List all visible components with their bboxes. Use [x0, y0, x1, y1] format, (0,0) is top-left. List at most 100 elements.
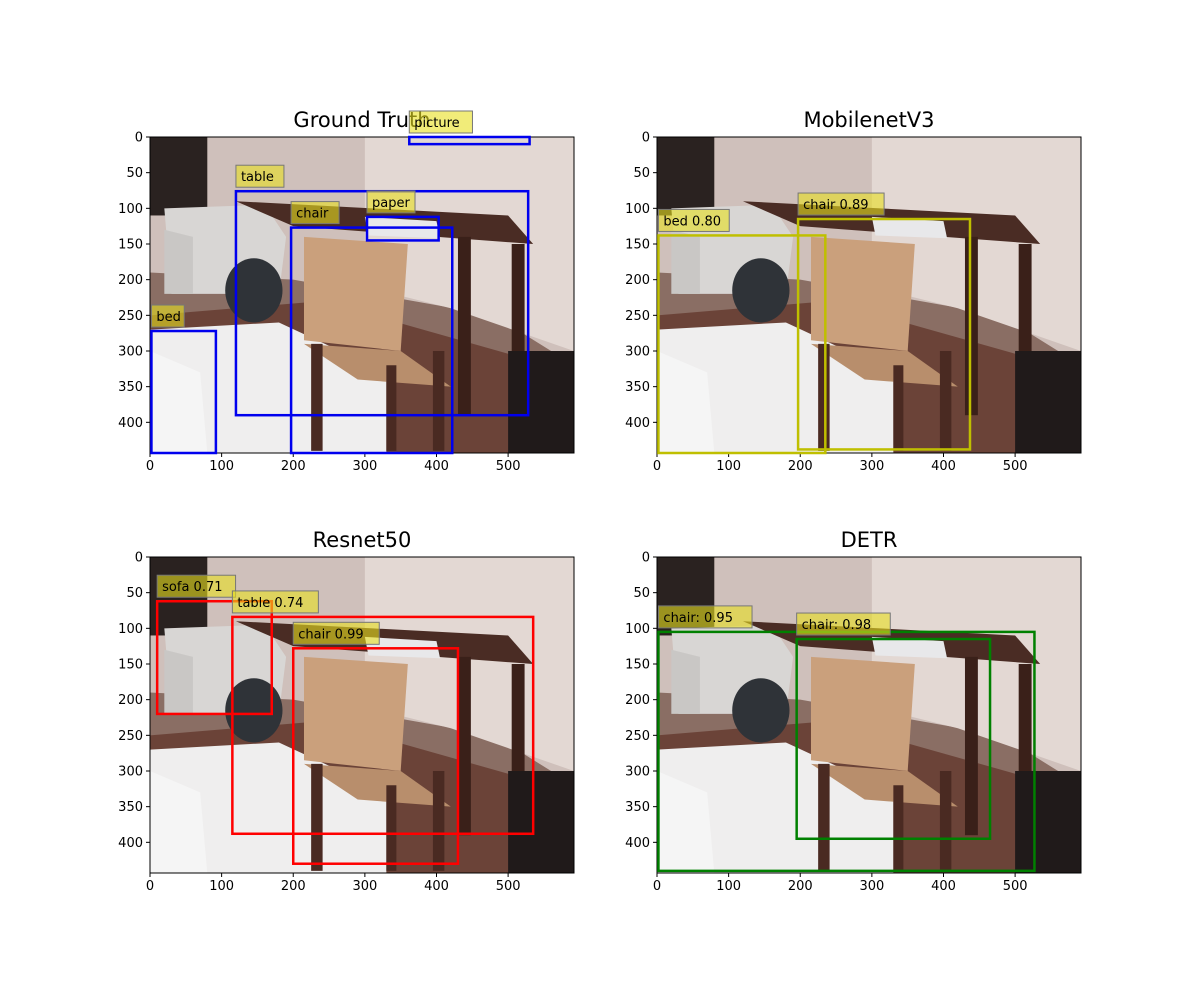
panel-2: 0 100 200 300 400 500 0 50 100 150 200 250 300 350 400… — [118, 551, 575, 894]
y-tick-label: 0 — [135, 551, 143, 566]
y-tick-label: 350 — [118, 380, 143, 395]
y-tick-label: 200 — [625, 273, 650, 288]
axes-frame — [656, 136, 1082, 454]
x-tick-label: 500 — [1003, 459, 1028, 474]
y-tick-label: 150 — [118, 237, 143, 252]
x-tick-label: 500 — [496, 459, 521, 474]
x-tick-label: 100 — [209, 459, 234, 474]
bounding-box — [289, 226, 454, 455]
x-tick-label: 100 — [716, 459, 741, 474]
y-tick-label: 350 — [625, 800, 650, 815]
x-tick-label: 200 — [281, 459, 306, 474]
scene-image — [657, 557, 1081, 873]
detection-label: chair 0.89 — [803, 198, 868, 213]
y-tick-label: 250 — [118, 309, 143, 324]
detection-label-box — [292, 621, 380, 645]
x-tick-label: 100 — [716, 879, 741, 894]
y-tick-label: 150 — [625, 237, 650, 252]
detection-label-box — [366, 190, 416, 214]
bounding-box — [150, 329, 218, 455]
y-tick-label: 250 — [118, 729, 143, 744]
y-tick-label: 400 — [625, 416, 650, 431]
x-tick-label: 0 — [146, 879, 154, 894]
detection-label: paper — [372, 196, 410, 211]
panel-title-detr: DETR — [840, 528, 898, 552]
y-tick-label: 150 — [625, 657, 650, 672]
bounding-box — [231, 615, 535, 836]
bounding-box — [408, 135, 531, 146]
panel-title-resnet50: Resnet50 — [312, 528, 412, 552]
x-tick-label: 400 — [931, 459, 956, 474]
detection-label-box — [408, 110, 473, 134]
y-tick-label: 400 — [625, 836, 650, 851]
y-tick-label: 50 — [126, 586, 143, 601]
axes-frame — [149, 556, 575, 874]
y-tick-label: 100 — [118, 202, 143, 217]
x-tick-label: 200 — [281, 879, 306, 894]
x-tick-label: 400 — [424, 459, 449, 474]
y-tick-label: 300 — [118, 764, 143, 779]
scene-image — [657, 137, 1081, 453]
y-tick-label: 300 — [625, 764, 650, 779]
detection-label: table — [241, 170, 274, 185]
y-tick-label: 350 — [118, 800, 143, 815]
panel-0: 0 100 200 300 400 500 0 50 100 150 200 250 300 350 400… — [118, 110, 575, 474]
detection-label: chair: 0.95 — [663, 611, 733, 626]
y-tick-label: 150 — [118, 657, 143, 672]
panel-3: 0 100 200 300 400 500 0 50 100 150 200 250 300 350 400… — [625, 551, 1082, 894]
detection-label-box — [150, 304, 185, 328]
y-tick-label: 250 — [625, 309, 650, 324]
y-tick-label: 50 — [126, 166, 143, 181]
detection-label-box — [796, 612, 891, 636]
detection-label: chair: 0.98 — [802, 618, 872, 633]
x-tick-label: 200 — [788, 459, 813, 474]
detection-label: bed — [156, 310, 181, 325]
detection-label-box — [231, 590, 319, 614]
panel-title-ground-truth: Ground Truth — [293, 108, 431, 132]
detection-label: sofa 0.71 — [162, 580, 222, 595]
panel-title-mobilenetv3: MobilenetV3 — [803, 108, 935, 132]
bounding-box — [796, 217, 972, 451]
x-tick-label: 300 — [859, 879, 884, 894]
detection-label-box — [657, 605, 753, 629]
detection-label-box — [290, 201, 340, 225]
x-tick-label: 300 — [352, 879, 377, 894]
y-tick-label: 0 — [642, 131, 650, 146]
y-tick-label: 350 — [625, 380, 650, 395]
y-tick-label: 200 — [118, 693, 143, 708]
scene-image — [150, 137, 574, 453]
x-tick-label: 0 — [653, 879, 661, 894]
x-tick-label: 500 — [496, 879, 521, 894]
bounding-box — [155, 599, 274, 716]
y-tick-label: 50 — [633, 586, 650, 601]
detection-label: chair 0.99 — [298, 627, 363, 642]
x-tick-label: 0 — [146, 459, 154, 474]
x-tick-label: 400 — [424, 879, 449, 894]
y-tick-label: 0 — [642, 551, 650, 566]
x-tick-label: 100 — [209, 879, 234, 894]
y-tick-label: 300 — [118, 344, 143, 359]
y-tick-label: 400 — [118, 416, 143, 431]
y-tick-label: 200 — [118, 273, 143, 288]
x-tick-label: 300 — [859, 459, 884, 474]
x-tick-label: 300 — [352, 459, 377, 474]
panels-layer: 0 100 200 300 400 500050100150200250300350400… — [118, 110, 1082, 894]
y-tick-label: 250 — [625, 729, 650, 744]
x-tick-label: 0 — [653, 459, 661, 474]
detection-label: chair — [296, 207, 329, 222]
x-tick-label: 200 — [788, 879, 813, 894]
detection-label-box — [657, 208, 730, 232]
detection-label: table 0.74 — [237, 596, 303, 611]
x-tick-label: 500 — [1003, 879, 1028, 894]
detection-label: picture — [414, 116, 459, 131]
y-tick-label: 400 — [118, 836, 143, 851]
y-tick-label: 100 — [625, 622, 650, 637]
detection-label: bed 0.80 — [663, 214, 721, 229]
y-tick-label: 300 — [625, 344, 650, 359]
detection-label-box — [235, 164, 285, 188]
detection-label-box — [156, 574, 237, 598]
y-tick-label: 100 — [625, 202, 650, 217]
axes-frame — [656, 556, 1082, 874]
bounding-box — [795, 637, 992, 841]
